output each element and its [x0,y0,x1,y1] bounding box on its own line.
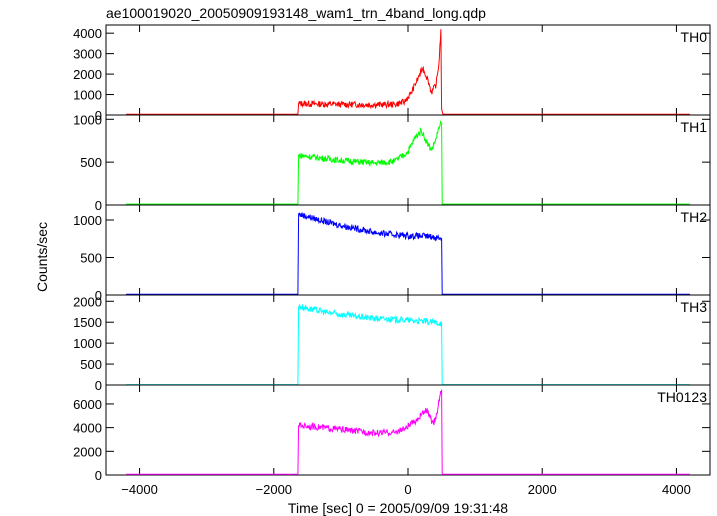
y-tick-label: 1000 [73,88,102,103]
series-name-label: TH3 [681,299,708,315]
panel-th1: 0 500 1000 TH1 [73,112,711,213]
series-name-label: TH2 [681,209,708,225]
panel-frame [105,204,711,296]
y-axis-label: Counts/sec [34,222,50,292]
y-tick-label: 1000 [73,213,102,228]
y-tick-label: 4000 [73,26,102,41]
panel-th3: 0 500 1000 1500 2000 TH3 [73,294,711,393]
y-tick-label: 500 [80,251,102,266]
panel-th2: 0 500 1000 TH2 [73,204,711,303]
series-name-label: TH0 [681,29,708,45]
panel-frame [105,24,711,116]
panel-frame [105,294,711,386]
y-tick-label: 1000 [73,112,102,127]
y-tick-label: 1500 [73,315,102,330]
series-line-th3 [126,304,690,385]
panel-th0: 0 1000 2000 3000 4000 TH0 [73,24,711,123]
y-tick-label: 0 [95,468,102,483]
y-tick-label: 500 [80,357,102,372]
y-tick-label: 1000 [73,336,102,351]
y-tick-label: 500 [80,155,102,170]
chart-title: ae100019020_20050909193148_wam1_trn_4ban… [106,5,486,21]
y-tick-label: 2000 [73,294,102,309]
y-tick-label: 0 [95,108,102,123]
x-axis-label: Time [sec] 0 = 2005/09/09 19:31:48 [288,500,508,516]
series-line-th0123 [126,389,690,475]
y-tick-label: 4000 [73,421,102,436]
series-line-th0 [126,29,690,115]
y-tick-label: 0 [95,378,102,393]
x-tick-label: 0 [404,482,411,497]
x-tick-label: 4000 [662,482,691,497]
y-tick-label: 0 [95,198,102,213]
series-name-label: TH0123 [657,389,707,405]
y-tick-label: 6000 [73,397,102,412]
x-tick-label: −4000 [121,482,158,497]
y-tick-label: 3000 [73,47,102,62]
x-tick-label: 2000 [528,482,557,497]
y-tick-label: 2000 [73,444,102,459]
panel-th0123: 0 2000 4000 6000 TH0123 [73,384,711,483]
y-tick-label: 2000 [73,67,102,82]
panel-frame [105,114,711,206]
series-line-th2 [126,212,690,295]
series-line-th1 [126,119,690,205]
panel-frame [105,384,711,476]
series-name-label: TH1 [681,119,708,135]
x-tick-label: −2000 [256,482,293,497]
y-tick-label: 0 [95,288,102,303]
